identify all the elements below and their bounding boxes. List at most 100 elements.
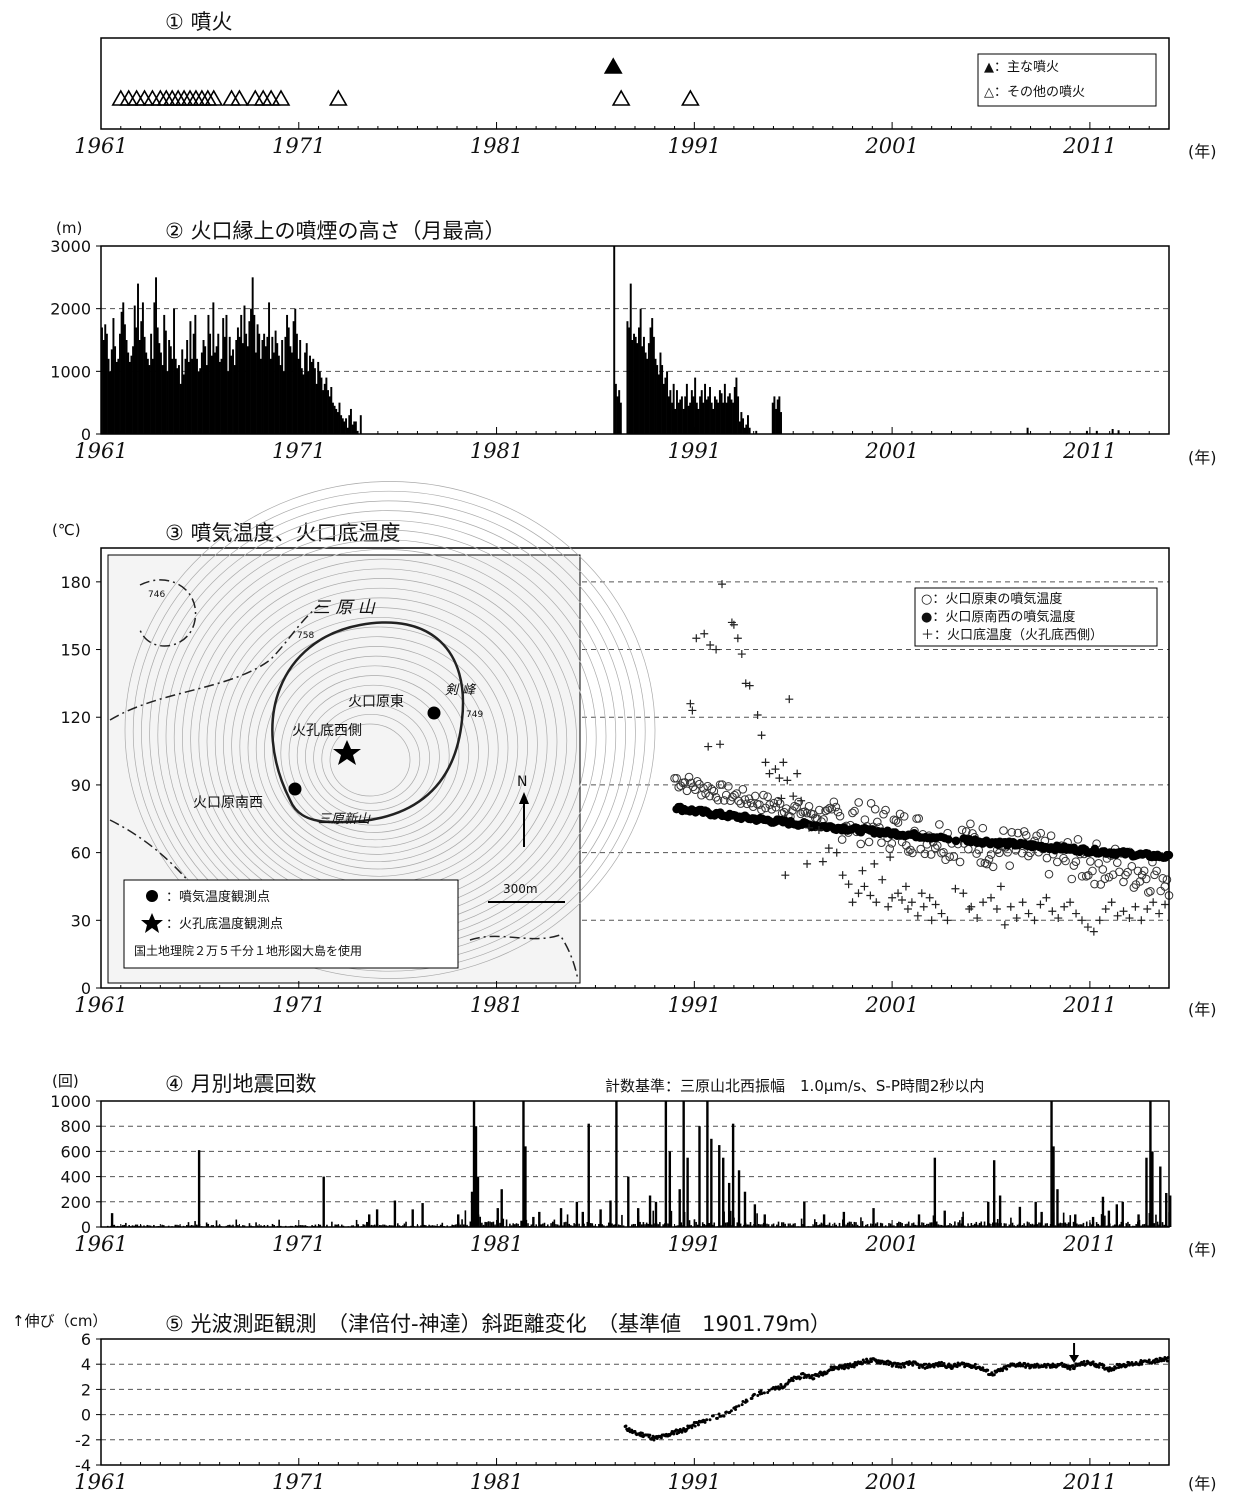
distance-point <box>942 1362 946 1366</box>
earthquake-bar <box>929 1222 931 1227</box>
east-fumarole-point <box>680 778 690 787</box>
earthquake-bar <box>512 1223 514 1227</box>
earthquake-bar <box>787 1223 790 1227</box>
earthquake-spike-bar <box>686 1157 689 1227</box>
crater-bottom-point <box>987 893 995 902</box>
earthquake-bar <box>425 1225 427 1227</box>
plume-bar <box>738 421 741 434</box>
east-fumarole-point <box>1042 853 1052 863</box>
distance-point <box>737 1404 741 1408</box>
earthquake-bar <box>1008 1224 1011 1227</box>
east-fumarole-point <box>1162 875 1172 884</box>
plume-bar <box>230 355 233 434</box>
earthquake-bar <box>266 1224 269 1227</box>
earthquake-bar <box>459 1224 462 1227</box>
distance-point <box>640 1431 644 1435</box>
contour-line <box>296 684 450 826</box>
crater-bottom-point <box>844 880 853 889</box>
plume-bar <box>327 390 329 434</box>
earthquake-bar <box>761 1224 763 1227</box>
plume-bar <box>680 396 683 434</box>
earthquake-bar <box>509 1223 511 1227</box>
x-tick-label: 2001 <box>864 134 918 158</box>
contour-line <box>280 665 470 841</box>
earthquake-bar <box>996 1219 999 1227</box>
panel2-year-unit: (年) <box>1188 448 1217 467</box>
earthquake-bar <box>423 1224 425 1227</box>
other-eruption-marker <box>230 89 249 106</box>
panel5-year-unit: (年) <box>1188 1474 1217 1493</box>
earthquake-bar <box>401 1225 404 1227</box>
plume-bar <box>259 358 262 434</box>
earthquake-bar <box>1153 1223 1156 1227</box>
plume-bar <box>302 374 305 434</box>
distance-point <box>1157 1359 1161 1363</box>
distance-point <box>992 1373 996 1377</box>
plume-bar <box>310 361 313 434</box>
earthquake-bar <box>601 1224 603 1227</box>
east-fumarole-point <box>1094 859 1103 868</box>
plume-bar <box>614 383 617 434</box>
distance-point <box>741 1399 745 1403</box>
plume-bar <box>341 418 344 434</box>
earthquake-bar <box>326 1224 328 1227</box>
earthquake-bar <box>232 1224 234 1227</box>
plume-bar <box>137 283 139 434</box>
plume-bar <box>268 302 271 434</box>
earthquake-spike-bar <box>668 1151 672 1227</box>
plume-bar <box>251 277 254 434</box>
panel4-title: ④ 月別地震回数 <box>165 1072 317 1096</box>
east-fumarole-point <box>831 802 841 812</box>
earthquake-bar <box>248 1223 251 1227</box>
plume-bar <box>223 336 226 434</box>
east-fumarole-point <box>999 826 1008 835</box>
main-eruption-marker <box>603 57 623 74</box>
earthquake-bar <box>1005 1223 1007 1227</box>
plume-bar <box>687 405 690 434</box>
map-legend-fumarole: ：噴気温度観測点 <box>166 889 270 905</box>
earthquake-bar <box>505 1219 508 1227</box>
crater-bottom-point <box>973 914 982 923</box>
earthquake-bar <box>451 1224 453 1227</box>
crater-bottom-point <box>1006 902 1015 911</box>
earthquake-bar <box>631 1224 633 1227</box>
crater-bottom-point <box>824 844 833 853</box>
earthquake-bar <box>1038 1222 1040 1227</box>
plume-bar <box>181 349 184 434</box>
earthquake-bar <box>385 1225 388 1227</box>
earthquake-bar <box>907 1221 910 1227</box>
y-tick-label: 4 <box>81 1355 91 1374</box>
crater-bottom-point <box>1024 909 1033 918</box>
earthquake-bar <box>912 1222 915 1227</box>
crater-bottom-point <box>729 620 738 629</box>
crater-bottom-point <box>1066 898 1075 907</box>
earthquake-bar <box>492 1221 495 1227</box>
earthquake-bar <box>273 1224 275 1227</box>
east-fumarole-point <box>792 802 801 812</box>
plume-bar <box>104 324 107 434</box>
east-fumarole-point <box>833 807 843 817</box>
distance-point <box>1071 1364 1075 1368</box>
other-eruption-marker <box>611 89 631 106</box>
earthquake-bar <box>146 1224 149 1227</box>
plume-bar <box>145 352 148 434</box>
earthquake-bar <box>517 1223 519 1227</box>
plume-bar <box>132 346 135 434</box>
east-fumarole-point <box>763 792 772 802</box>
earthquake-bar <box>1036 1224 1039 1227</box>
earthquake-bar <box>644 1224 646 1227</box>
earthquake-spike-bar <box>1052 1146 1055 1227</box>
east-fumarole-point <box>914 814 923 823</box>
map-elev-2: 758 <box>297 631 314 641</box>
plume-bar <box>338 402 341 434</box>
plume-bar <box>631 340 634 434</box>
east-fumarole-point <box>856 839 866 849</box>
plume-bar <box>179 383 182 434</box>
plume-bar <box>205 365 208 434</box>
plume-bar <box>148 365 151 434</box>
east-fumarole-point <box>976 858 986 867</box>
earthquake-bar <box>479 1216 482 1227</box>
earthquake-bar <box>461 1219 463 1227</box>
plume-bar <box>674 408 677 434</box>
